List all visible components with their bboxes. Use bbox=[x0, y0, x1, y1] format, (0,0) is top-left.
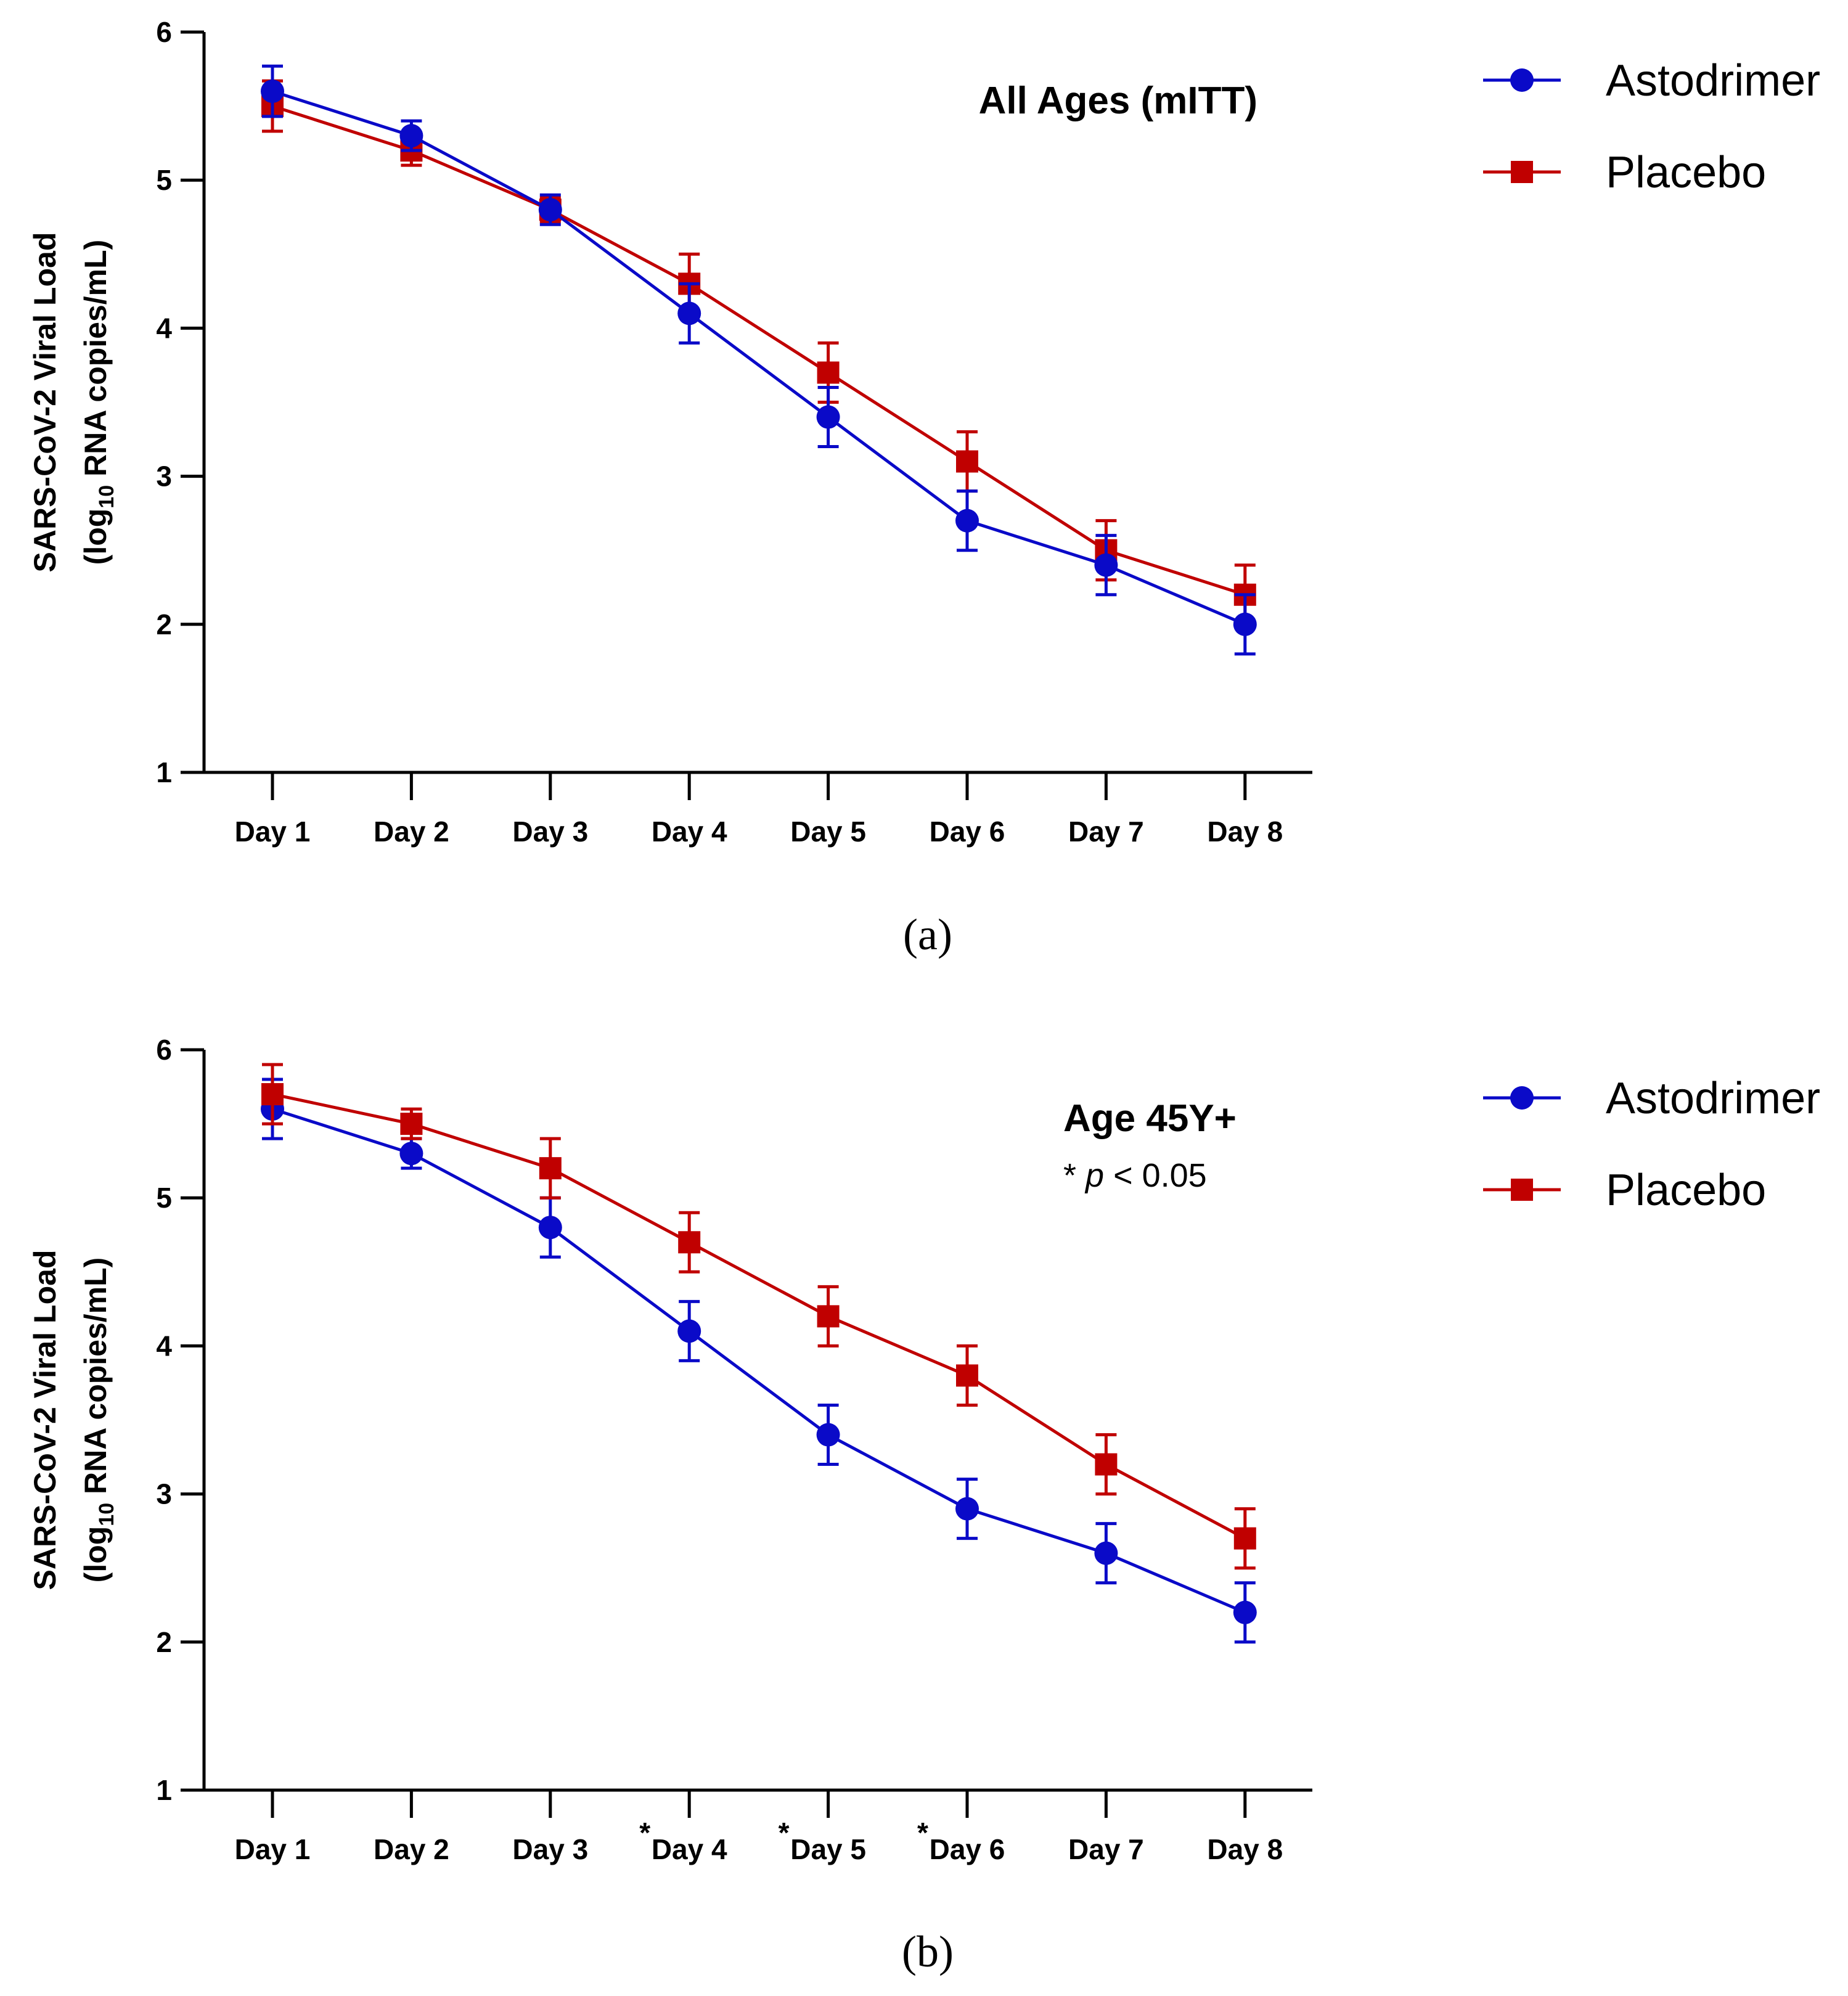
y-tick-label: 4 bbox=[156, 1330, 172, 1362]
data-point bbox=[1094, 553, 1118, 577]
y-tick-label: 2 bbox=[156, 608, 172, 640]
legend-entry: Placebo bbox=[1483, 1166, 1766, 1215]
y-axis-label-line1: SARS-CoV-2 Viral Load bbox=[28, 1250, 62, 1590]
data-point bbox=[400, 1113, 423, 1135]
data-point bbox=[1094, 1541, 1118, 1565]
data-point bbox=[1233, 1600, 1257, 1624]
legend-label: Placebo bbox=[1606, 148, 1766, 197]
data-point bbox=[817, 361, 840, 384]
panel-label-a: (a) bbox=[903, 910, 952, 959]
x-tick-label: Day 6 bbox=[930, 1833, 1005, 1865]
x-tick-label: Day 6 bbox=[930, 816, 1005, 848]
y-tick-label: 3 bbox=[156, 460, 172, 493]
x-tick-label: Day 7 bbox=[1068, 1833, 1144, 1865]
x-tick-label: Day 5 bbox=[790, 1833, 866, 1865]
data-point bbox=[539, 1157, 562, 1180]
y-tick-label: 4 bbox=[156, 312, 172, 344]
x-tick-label: Day 3 bbox=[512, 1833, 588, 1865]
data-point bbox=[399, 124, 423, 148]
legend-marker-square bbox=[1511, 1179, 1533, 1201]
note-p: p bbox=[1084, 1157, 1104, 1194]
y-axis-label-sub: 10 bbox=[95, 1503, 118, 1526]
x-tick-label: Day 2 bbox=[374, 816, 449, 848]
y-axis-label-post: RNA copies/mL) bbox=[78, 240, 113, 485]
data-point bbox=[816, 405, 840, 429]
legend-entry: Astodrimer bbox=[1483, 56, 1820, 105]
y-axis-label-line1: SARS-CoV-2 Viral Load bbox=[28, 232, 62, 573]
chart-title: All Ages (mITT) bbox=[979, 80, 1257, 122]
x-tick-label: Day 3 bbox=[512, 816, 588, 848]
data-point bbox=[955, 1497, 979, 1521]
y-tick-label: 3 bbox=[156, 1478, 172, 1510]
y-tick-label: 1 bbox=[156, 756, 172, 788]
chart-title: Age 45Y+ bbox=[1063, 1097, 1237, 1140]
significance-note: * p < 0.05 bbox=[1063, 1157, 1207, 1194]
panel-label-b: (b) bbox=[902, 1927, 954, 1976]
data-point bbox=[677, 1319, 701, 1343]
y-tick-label: 6 bbox=[156, 16, 172, 48]
legend-label: Placebo bbox=[1606, 1166, 1766, 1215]
chart-panel-a: 1 2 3 4 5 6 Day 1 Day 2 Day 3 Day 4 Day 5 Day 6 Day … bbox=[28, 16, 1820, 848]
x-tick-label: Day 1 bbox=[235, 816, 311, 848]
data-point bbox=[399, 1142, 423, 1166]
legend-label: Astodrimer bbox=[1606, 1074, 1820, 1123]
legend: Astodrimer Placebo bbox=[1483, 56, 1820, 197]
y-tick-label: 5 bbox=[156, 164, 172, 196]
series-line bbox=[272, 104, 1246, 597]
data-point bbox=[956, 450, 978, 473]
legend-entry: Astodrimer bbox=[1483, 1074, 1820, 1123]
data-point bbox=[1233, 1527, 1256, 1550]
data-point bbox=[261, 1083, 284, 1106]
data-point bbox=[678, 1231, 701, 1254]
data-point bbox=[817, 1305, 840, 1328]
y-axis-label-pre: (log bbox=[78, 1526, 113, 1583]
series-placebo bbox=[261, 1063, 1256, 1570]
y-axis-label-line2: (log10 RNA copies/mL) bbox=[78, 240, 118, 565]
y-tick-label: 5 bbox=[156, 1182, 172, 1214]
x-tick-label: Day 4 bbox=[652, 1833, 727, 1865]
y-axis-label-line2: (log10 RNA copies/mL) bbox=[78, 1258, 118, 1583]
series-astodrimer bbox=[261, 1078, 1257, 1644]
note-threshold: < 0.05 bbox=[1104, 1157, 1207, 1194]
data-point bbox=[261, 80, 284, 104]
y-axis-label-pre: (log bbox=[78, 509, 113, 565]
data-point bbox=[956, 1364, 978, 1387]
legend-marker-square bbox=[1511, 161, 1533, 183]
legend-entry: Placebo bbox=[1483, 148, 1766, 197]
x-tick-label: Day 7 bbox=[1068, 816, 1144, 848]
y-tick-label: 1 bbox=[156, 1774, 172, 1806]
data-point bbox=[955, 509, 979, 533]
x-tick-label: Day 1 bbox=[235, 1833, 311, 1865]
legend: Astodrimer Placebo bbox=[1483, 1074, 1820, 1215]
x-tick-label: Day 2 bbox=[374, 1833, 449, 1865]
data-point bbox=[1095, 1453, 1118, 1476]
data-point bbox=[1233, 612, 1257, 636]
significance-mark: * bbox=[779, 1817, 790, 1849]
series-astodrimer bbox=[261, 64, 1257, 656]
series-line bbox=[272, 1107, 1246, 1614]
x-tick-label: Day 5 bbox=[790, 816, 866, 848]
x-tick-label: Day 8 bbox=[1207, 816, 1283, 848]
y-tick-label: 6 bbox=[156, 1034, 172, 1066]
note-star: * bbox=[1063, 1157, 1085, 1194]
data-point bbox=[538, 1216, 562, 1240]
y-axis-label-sub: 10 bbox=[95, 485, 118, 509]
significance-mark: * bbox=[639, 1817, 650, 1849]
x-tick-label: Day 8 bbox=[1207, 1833, 1283, 1865]
legend-label: Astodrimer bbox=[1606, 56, 1820, 105]
significance-mark: * bbox=[917, 1817, 928, 1849]
legend-marker-circle bbox=[1510, 1086, 1534, 1110]
legend-marker-circle bbox=[1510, 68, 1534, 92]
x-tick-label: Day 4 bbox=[652, 816, 727, 848]
data-point bbox=[677, 301, 701, 325]
series-line bbox=[272, 1092, 1246, 1540]
data-point bbox=[538, 198, 562, 222]
data-point bbox=[816, 1423, 840, 1447]
y-tick-label: 2 bbox=[156, 1626, 172, 1658]
y-axis-label-post: RNA copies/mL) bbox=[78, 1258, 113, 1503]
series-line bbox=[272, 89, 1246, 626]
